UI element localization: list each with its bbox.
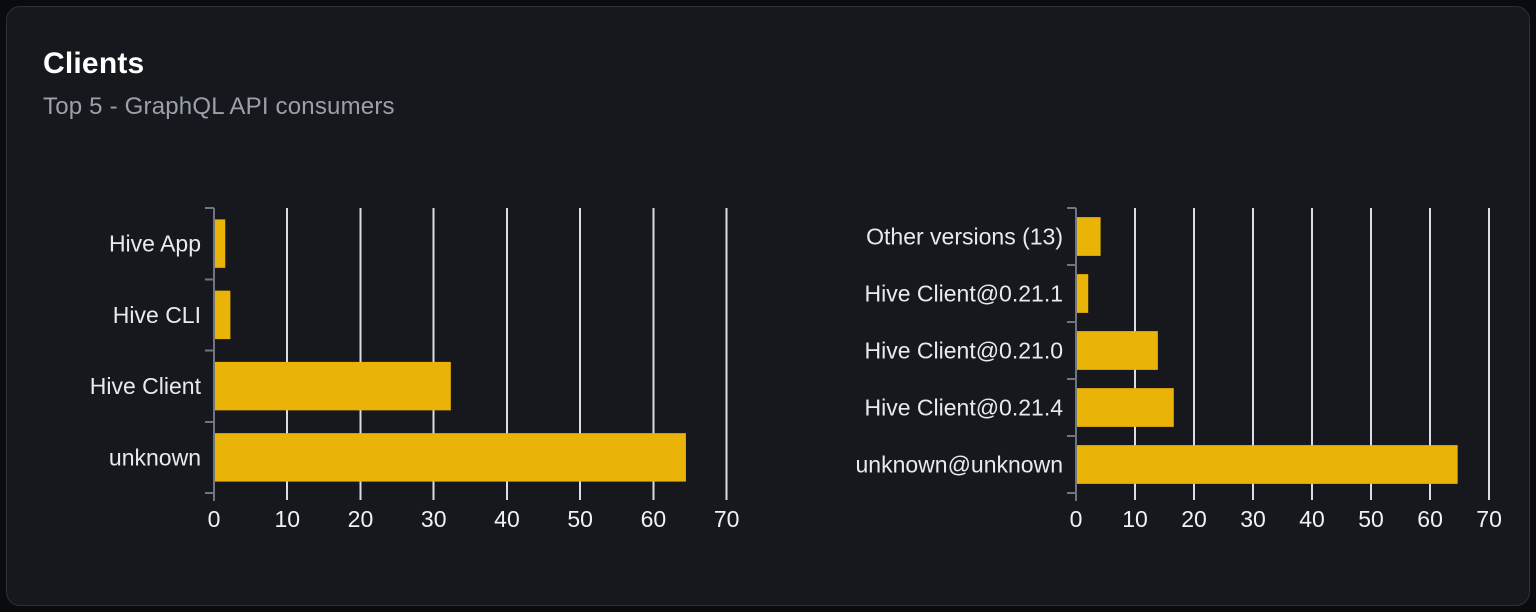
charts-row: 0 10 20 30 40 50 60 70 Hive App Hive CLI Hive Clie… — [7, 196, 1529, 566]
bar-hive-cli[interactable] — [215, 290, 231, 340]
category-label: unknown — [109, 444, 201, 470]
panel-header: Clients Top 5 - GraphQL API consumers — [43, 47, 395, 121]
x-tick-label: 60 — [641, 506, 667, 532]
panel-title: Clients — [43, 47, 145, 80]
x-tick-label: 30 — [1240, 506, 1266, 532]
category-label: Hive Client — [90, 373, 202, 399]
x-tick-label: 60 — [1417, 506, 1443, 532]
clients-by-version-bar-chart: 0 10 20 30 40 50 60 70 Other versions (13) Hive C… — [856, 207, 1502, 532]
x-tick-label: 10 — [274, 506, 300, 532]
category-label: Hive App — [109, 231, 201, 257]
bar-hive-app[interactable] — [215, 219, 226, 268]
x-tick-label: 0 — [208, 506, 221, 532]
bar-unknown[interactable] — [215, 433, 686, 482]
category-label: Other versions (13) — [866, 224, 1063, 250]
x-tick-label: 20 — [1181, 506, 1207, 532]
bar-hive-client[interactable] — [215, 361, 451, 411]
x-tick-label: 40 — [494, 506, 520, 532]
clients-by-name-bar-chart: 0 10 20 30 40 50 60 70 Hive App Hive CLI Hive Clie… — [90, 207, 740, 532]
x-tick-label: 70 — [1476, 506, 1502, 532]
x-tick-label: 20 — [348, 506, 374, 532]
clients-panel: Clients Top 5 - GraphQL API consumers 0 1… — [6, 6, 1530, 606]
x-tick-label: 70 — [714, 506, 740, 532]
x-tick-label: 0 — [1070, 506, 1083, 532]
category-label: Hive Client@0.21.1 — [865, 281, 1064, 307]
x-tick-label: 10 — [1122, 506, 1148, 532]
x-tick-label: 50 — [567, 506, 593, 532]
x-tick-label: 30 — [421, 506, 447, 532]
bar-unknown-unknown[interactable] — [1077, 445, 1458, 484]
category-label: Hive CLI — [113, 302, 201, 328]
category-label: Hive Client@0.21.0 — [865, 338, 1064, 364]
bar-hive-client-0.21.0[interactable] — [1077, 331, 1158, 370]
x-tick-label: 40 — [1299, 506, 1325, 532]
bar-hive-client-0.21.1[interactable] — [1077, 274, 1089, 313]
category-label: unknown@unknown — [856, 452, 1063, 478]
bar-hive-client-0.21.4[interactable] — [1077, 388, 1174, 427]
bar-other-versions-13-[interactable] — [1077, 217, 1101, 256]
panel-subtitle: Top 5 - GraphQL API consumers — [43, 93, 395, 120]
category-label: Hive Client@0.21.4 — [865, 395, 1064, 421]
x-tick-label: 50 — [1358, 506, 1384, 532]
